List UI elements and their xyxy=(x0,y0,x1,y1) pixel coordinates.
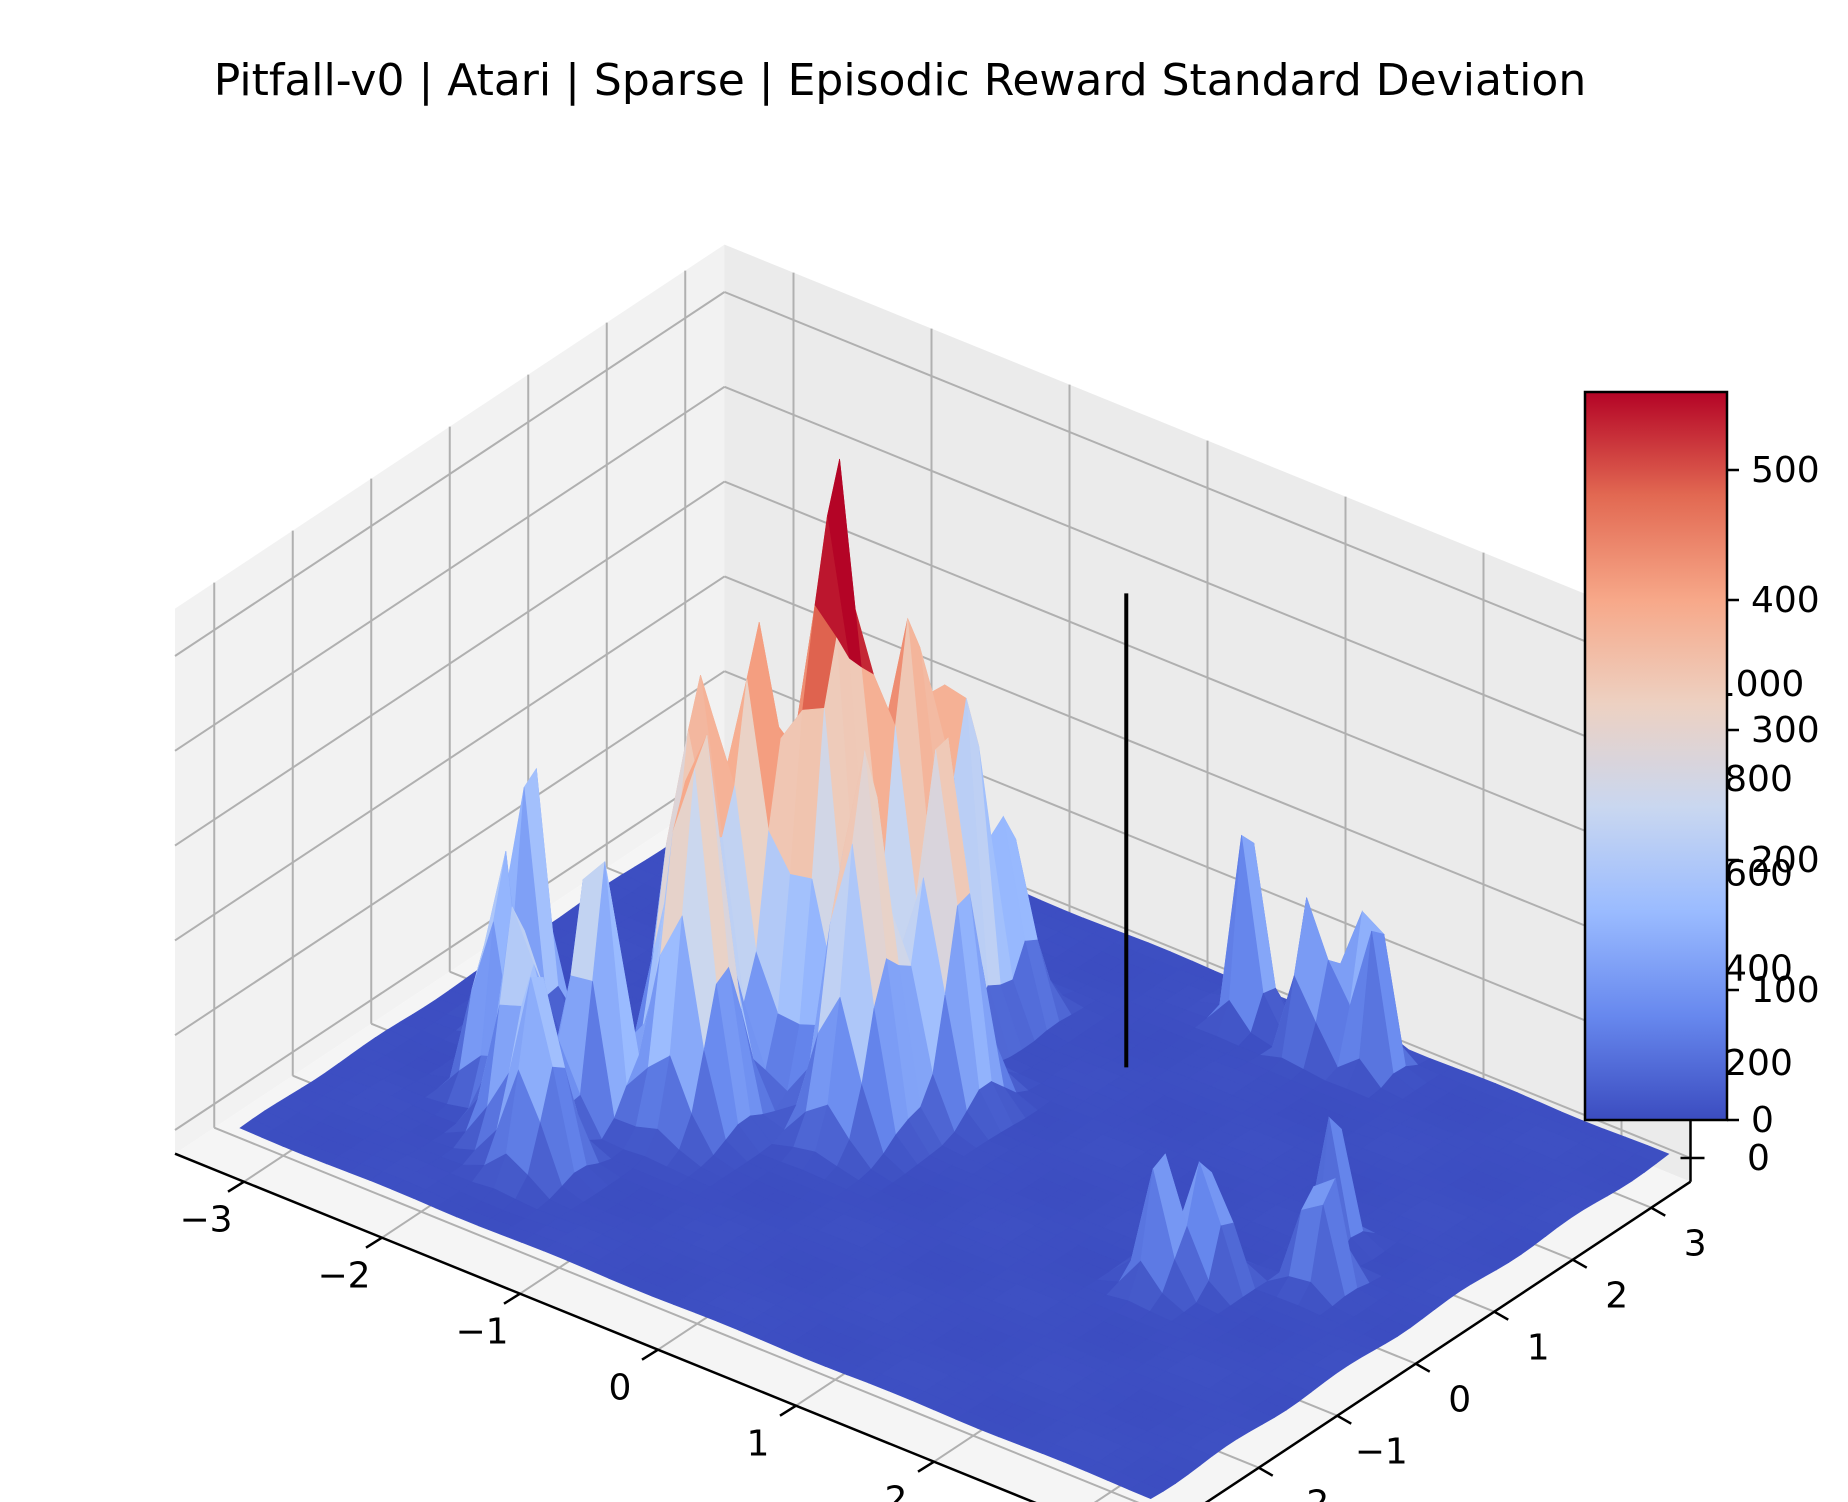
x-tick-label: 2 xyxy=(885,1480,908,1502)
y-tick-label: 3 xyxy=(1684,1224,1707,1265)
grid-line xyxy=(174,670,726,1037)
y-tick-mark xyxy=(1415,1362,1431,1373)
y-tick-mark xyxy=(1572,1258,1588,1269)
x-tick-label: 0 xyxy=(609,1368,632,1409)
colorbar-gradient xyxy=(1585,392,1727,1120)
grid-line xyxy=(174,385,726,752)
y-tick-mark xyxy=(1493,1310,1509,1321)
x-tick-mark xyxy=(917,1460,935,1473)
x-tick-mark xyxy=(503,1292,521,1305)
x-tick-label: −2 xyxy=(317,1256,370,1297)
surface-plot xyxy=(239,458,1670,1500)
grid-line xyxy=(174,575,726,942)
x-tick-label: 1 xyxy=(747,1424,770,1465)
y-tick-label: 2 xyxy=(1605,1276,1628,1317)
x-tick-mark xyxy=(779,1404,797,1417)
colorbar-tick-label: 200 xyxy=(1751,840,1820,881)
x-tick-mark xyxy=(227,1180,245,1193)
y-tick-mark xyxy=(1258,1466,1274,1477)
grid-line xyxy=(174,480,726,847)
y-tick-label: 1 xyxy=(1527,1328,1550,1369)
colorbar-tick-label: 0 xyxy=(1751,1100,1774,1141)
surface-facet xyxy=(1128,1481,1164,1500)
z-tick-label: 400 xyxy=(1724,948,1793,989)
z-tick-label: 0 xyxy=(1747,1138,1770,1179)
grid-line xyxy=(724,575,1691,970)
z-tick-label: 800 xyxy=(1724,759,1793,800)
x-tick-mark xyxy=(365,1236,383,1249)
x-tick-mark xyxy=(641,1348,659,1361)
colorbar-tick-label: 300 xyxy=(1751,710,1820,751)
x-tick-label: −3 xyxy=(179,1200,232,1241)
chart-title: Pitfall-v0 | Atari | Sparse | Episodic R… xyxy=(214,55,1586,106)
colorbar-tick-label: 400 xyxy=(1751,580,1820,621)
y-tick-mark xyxy=(1650,1206,1666,1217)
colorbar-frame xyxy=(1583,390,1729,1122)
colorbar-tick-label: 100 xyxy=(1751,970,1820,1011)
grid-line xyxy=(724,291,1691,685)
y-tick-label: 0 xyxy=(1448,1380,1471,1421)
colorbar: 0 100 200 300 400 500 xyxy=(1583,390,1820,1141)
y-tick-mark xyxy=(1336,1414,1352,1425)
y-tick-label: −1 xyxy=(1355,1432,1408,1473)
x-tick-label: −1 xyxy=(455,1312,508,1353)
grid-line xyxy=(174,765,726,1131)
colorbar-tick-label: 500 xyxy=(1751,450,1820,491)
z-tick-label: 200 xyxy=(1724,1043,1793,1084)
grid-line xyxy=(724,480,1691,875)
grid-line xyxy=(174,291,726,657)
grid-line xyxy=(724,385,1691,780)
y-tick-label: −2 xyxy=(1276,1484,1329,1502)
